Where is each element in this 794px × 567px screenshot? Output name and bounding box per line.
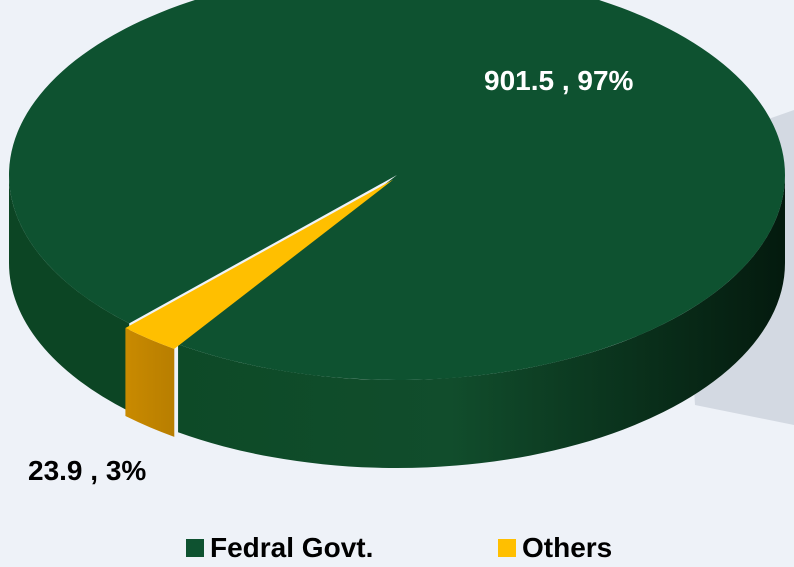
pie-slice-side-fedral-govt-left <box>9 175 130 412</box>
pie-slice-side-others <box>125 327 175 437</box>
legend: Fedral Govt. Others <box>186 532 686 566</box>
data-label-fedral-govt: 901.5 , 97% <box>484 65 634 96</box>
legend-item-fedral-govt: Fedral Govt. <box>186 532 373 564</box>
legend-item-others: Others <box>498 532 612 564</box>
pie-slice-side-fedral-govt <box>178 175 785 468</box>
pie-slice-others <box>125 179 394 349</box>
legend-label-others: Others <box>522 532 613 563</box>
data-label-others: 23.9 , 3% <box>28 455 147 486</box>
legend-label-fedral-govt: Fedral Govt. <box>210 532 374 563</box>
pie-slice-fedral-govt <box>9 0 785 380</box>
legend-swatch-others <box>498 539 516 557</box>
legend-swatch-fedral-govt <box>186 539 204 557</box>
